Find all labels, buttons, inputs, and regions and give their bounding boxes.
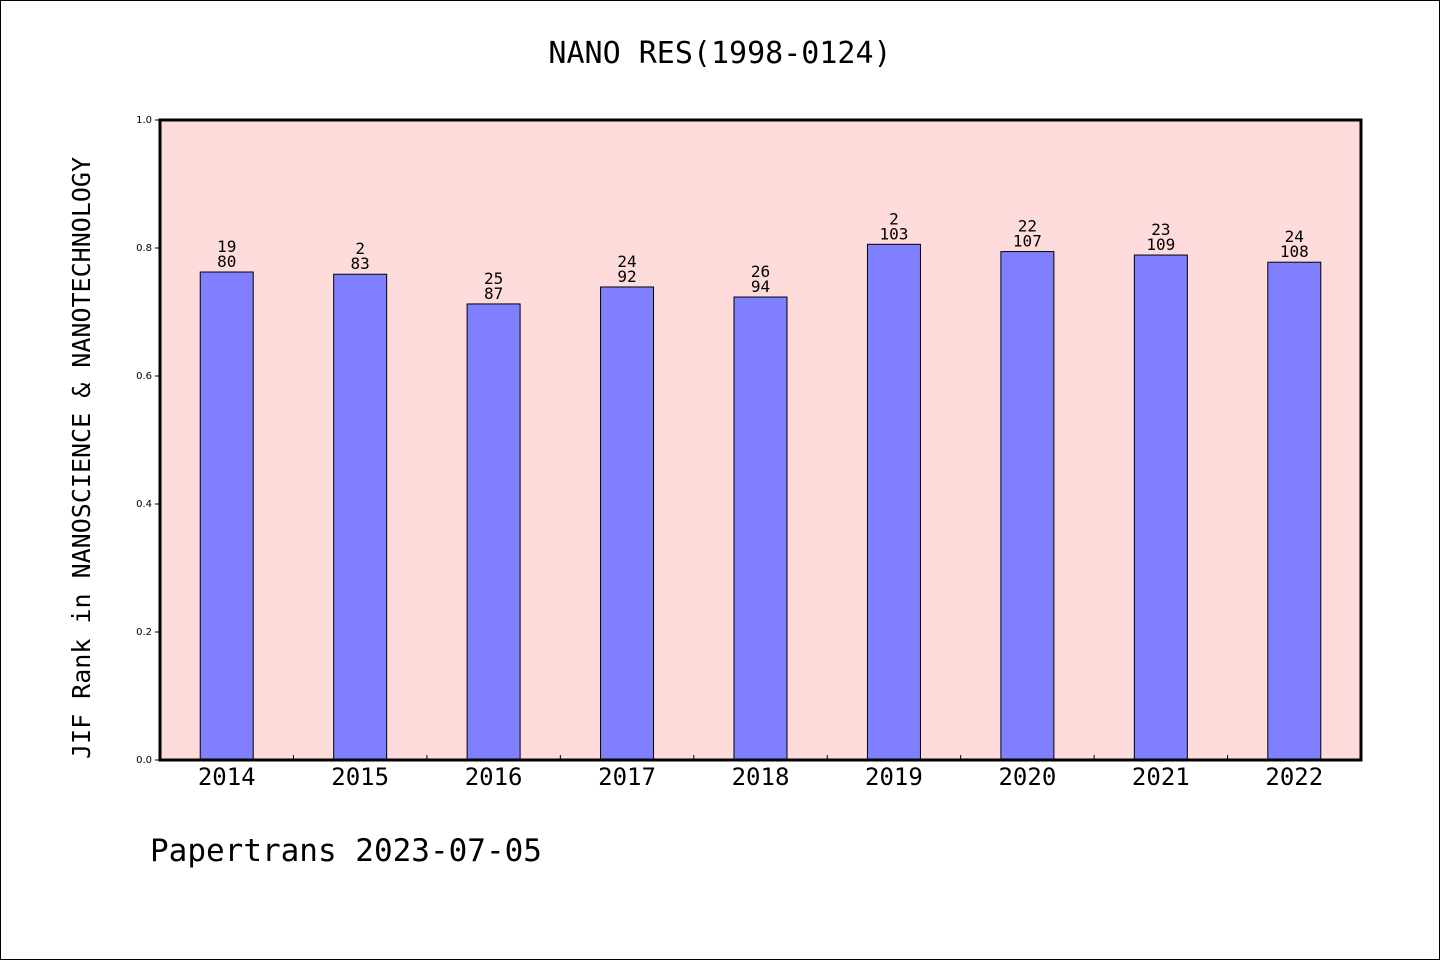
y-tick-label-0: 0.0 — [136, 755, 152, 766]
data-label-total-2020: 107 — [1013, 232, 1042, 251]
data-label-rank-2016: 25 — [484, 269, 503, 288]
y-tick-label-5: 1.0 — [136, 115, 152, 126]
data-label-rank-2018: 26 — [751, 262, 770, 281]
bar-2018 — [733, 296, 788, 761]
data-label-total-2021: 109 — [1146, 235, 1175, 254]
x-tick-label-2021: 2021 — [1132, 763, 1190, 791]
plot-border — [158, 118, 1363, 762]
y-tick-label-3: 0.6 — [136, 371, 152, 382]
bar-2020 — [1000, 251, 1055, 761]
data-label-total-2014: 80 — [217, 252, 236, 271]
data-label-total-2015: 83 — [351, 254, 370, 273]
x-tick-label-2016: 2016 — [465, 763, 523, 791]
data-label-total-2017: 92 — [617, 267, 636, 286]
data-label-total-2019: 103 — [879, 224, 908, 243]
x-tick-label-2017: 2017 — [598, 763, 656, 791]
data-label-total-2022: 108 — [1280, 242, 1309, 261]
bar-2017 — [600, 286, 655, 761]
footer-note: Papertrans 2023-07-05 — [150, 833, 542, 869]
x-tick-label-2020: 2020 — [998, 763, 1056, 791]
data-label-rank-2020: 22 — [1018, 217, 1037, 236]
bar-2014 — [199, 271, 254, 761]
bars-layer — [199, 243, 1322, 761]
data-label-total-2016: 87 — [484, 284, 503, 303]
bar-2021 — [1133, 254, 1188, 761]
x-tick-label-2018: 2018 — [732, 763, 790, 791]
data-label-rank-2022: 24 — [1285, 227, 1304, 246]
data-label-rank-2015: 2 — [355, 239, 365, 258]
x-tick-label-2015: 2015 — [331, 763, 389, 791]
ticks-layer: 2014 2015 2016 2017 2018 2019 2020 2021 2022 0.0 0… — [136, 115, 1323, 791]
x-tick-label-2019: 2019 — [865, 763, 923, 791]
bar-2016 — [466, 303, 521, 761]
y-tick-label-4: 0.8 — [136, 243, 152, 254]
bar-2019 — [866, 243, 921, 761]
bar-2022 — [1267, 261, 1322, 761]
y-tick-label-1: 0.2 — [136, 627, 152, 638]
data-label-rank-2014: 19 — [217, 237, 236, 256]
y-tick-label-2: 0.4 — [136, 499, 152, 510]
x-tick-label-2014: 2014 — [198, 763, 256, 791]
data-label-rank-2021: 23 — [1151, 220, 1170, 239]
y-axis-label: JIF Rank in NANOSCIENCE & NANOTECHNOLOGY — [67, 157, 96, 759]
chart-title: NANO RES(1998-0124) — [548, 36, 892, 71]
x-tick-label-2022: 2022 — [1265, 763, 1323, 791]
data-label-total-2018: 94 — [751, 277, 770, 296]
data-label-rank-2017: 24 — [617, 252, 636, 271]
data-label-rank-2019: 2 — [889, 209, 899, 228]
bar-2015 — [333, 273, 388, 761]
